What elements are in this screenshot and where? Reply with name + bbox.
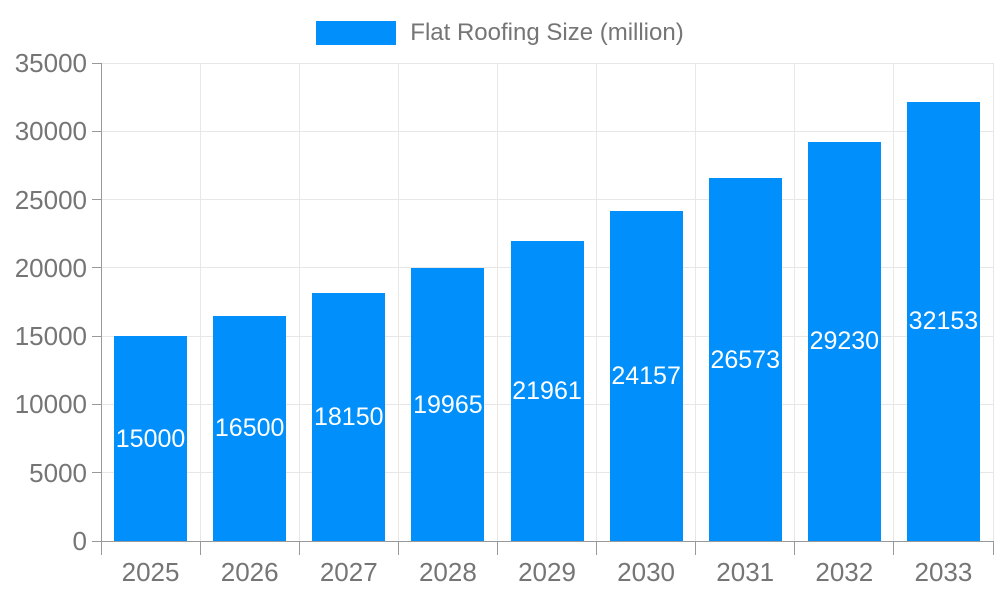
y-tick-label: 20000 [14,252,87,283]
x-axis-tick [100,541,102,555]
x-axis-tick [893,541,895,555]
x-axis-tick [199,541,201,555]
bar[interactable] [906,101,980,541]
x-tick-label: 2027 [319,557,378,587]
v-gridline [199,63,201,541]
y-axis-tick [92,267,101,269]
y-axis-tick [92,130,101,132]
bar-value-label: 26573 [710,345,780,374]
y-tick-label: 10000 [14,389,87,420]
y-axis-tick [92,335,101,337]
v-gridline [496,63,498,541]
x-tick-label: 2026 [220,557,279,587]
y-axis-tick [92,540,101,542]
legend-label: Flat Roofing Size (million) [410,19,684,46]
v-gridline [794,63,796,541]
x-axis-tick [794,541,796,555]
bar[interactable] [807,141,881,541]
v-gridline [397,63,399,541]
x-axis-tick [992,541,994,555]
x-tick-label: 2029 [518,557,576,587]
y-axis-line [100,63,102,541]
x-axis-tick [298,541,300,555]
x-tick-label: 2025 [121,557,180,587]
v-gridline [596,63,598,541]
h-gridline [101,130,993,132]
bar[interactable] [510,241,584,541]
bar-value-label: 18150 [314,403,384,432]
bar[interactable] [213,315,287,541]
x-tick-label: 2033 [914,557,973,587]
x-axis-tick [596,541,598,555]
v-gridline [992,63,994,541]
x-axis-tick [695,541,697,555]
legend-swatch [316,21,397,45]
bar-value-label: 15000 [115,424,186,453]
bar-value-label: 21961 [512,377,582,406]
v-gridline [893,63,895,541]
x-axis-line [101,540,993,542]
bar-value-label: 16500 [214,414,285,443]
y-axis-tick [92,62,101,64]
y-tick-label: 15000 [14,321,87,352]
v-gridline [298,63,300,541]
y-tick-label: 0 [72,526,87,556]
x-axis-tick [397,541,399,555]
bar[interactable] [609,211,683,541]
y-tick-label: 25000 [14,184,87,215]
bar-value-label: 32153 [908,307,979,336]
h-gridline [101,199,993,201]
y-tick-label: 5000 [29,457,87,488]
y-tick-label: 30000 [14,116,87,147]
h-gridline [101,62,993,64]
legend[interactable]: Flat Roofing Size (million) [0,19,1000,47]
y-tick-label: 35000 [14,48,87,78]
x-tick-label: 2028 [418,557,477,587]
y-axis-tick [92,403,101,405]
bar-value-label: 29230 [809,327,880,356]
x-axis-tick [496,541,498,555]
y-axis-tick [92,199,101,201]
x-tick-label: 2030 [617,557,676,587]
x-tick-label: 2031 [716,557,775,587]
bar[interactable] [708,178,782,541]
bar[interactable] [312,293,386,541]
bar-value-label: 19965 [413,390,483,419]
x-tick-label: 2032 [815,557,874,587]
bar[interactable] [114,336,188,541]
y-axis-tick [92,472,101,474]
bar-value-label: 24157 [611,362,681,391]
bar[interactable] [411,268,485,541]
v-gridline [695,63,697,541]
